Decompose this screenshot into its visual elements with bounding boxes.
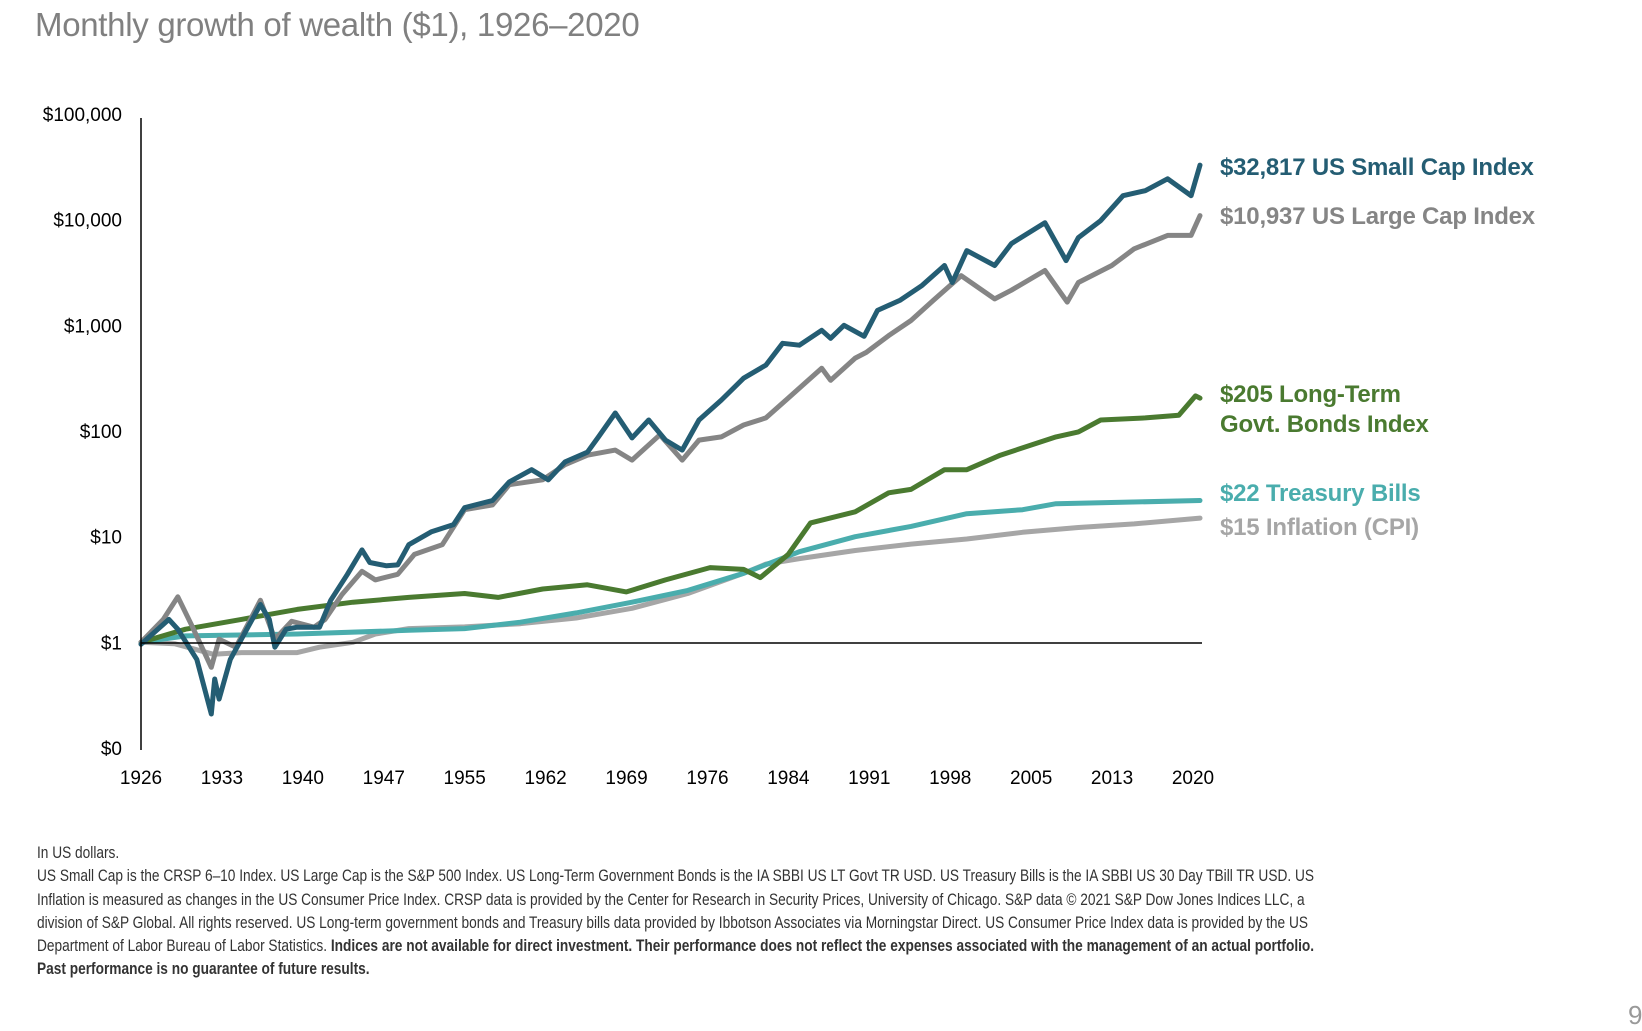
footnote-line: Past performance is no guarantee of futu… [37, 958, 1314, 981]
footnote-disclaimer: Indices are not available for direct inv… [330, 937, 1315, 956]
x-tick-label: 1933 [201, 768, 243, 789]
x-tick-label: 1969 [605, 768, 647, 789]
page-number: 9 [1628, 1000, 1642, 1030]
series-line-inflation-cpi [138, 515, 1203, 657]
series-line-us-large-cap-index [138, 213, 1203, 670]
y-tick-label: $100 [80, 422, 122, 443]
series-line-us-small-cap-index [138, 162, 1203, 717]
x-tick-label: 1991 [848, 768, 890, 789]
y-tick-label: $0 [101, 739, 122, 760]
footnote-line: In US dollars. [37, 842, 1314, 865]
footnote-text: Inflation is measured as changes in the … [37, 890, 1305, 909]
series-layer [138, 162, 1203, 717]
x-tick-label: 1940 [282, 768, 324, 789]
footnote-line: division of S&P Global. All rights reser… [37, 912, 1314, 935]
x-tick-label: 1926 [120, 768, 162, 789]
x-tick-label: 1947 [363, 768, 405, 789]
x-tick-label: 1962 [524, 768, 566, 789]
y-axis-ticks: $0 $1 $10 $100 $1,000 $10,000 $100,000 [43, 105, 122, 760]
footnote-text: Department of Labor Bureau of Labor Stat… [37, 937, 331, 956]
label-small-cap: $32,817 US Small Cap Index [1220, 154, 1534, 181]
footnote-text: US Small Cap is the CRSP 6–10 Index. US … [37, 867, 1314, 886]
y-tick-label: $10 [90, 528, 122, 549]
y-tick-label: $1 [101, 633, 122, 654]
growth-chart: $0 $1 $10 $100 $1,000 $10,000 $100,000 1926 193… [43, 105, 1214, 789]
label-bonds-line1: $205 Long-Term [1220, 381, 1401, 408]
x-tick-label: 1984 [767, 768, 810, 789]
footnote-disclaimer: Past performance is no guarantee of futu… [37, 960, 370, 979]
y-tick-label: $1,000 [64, 316, 122, 337]
page-title: Monthly growth of wealth ($1), 1926–2020 [35, 6, 640, 43]
series-line-long-term-govt-bonds-index [138, 393, 1203, 645]
x-tick-label: 2005 [1010, 768, 1052, 789]
footnote: In US dollars. US Small Cap is the CRSP 6… [37, 842, 1576, 982]
x-tick-label: 2020 [1172, 768, 1214, 789]
label-inflation: $15 Inflation (CPI) [1220, 514, 1419, 541]
label-treasury-bills: $22 Treasury Bills [1220, 480, 1421, 507]
footnote-text: division of S&P Global. All rights reser… [37, 913, 1308, 932]
footnote-line: Department of Labor Bureau of Labor Stat… [37, 935, 1314, 958]
y-tick-label: $100,000 [43, 105, 122, 126]
label-large-cap: $10,937 US Large Cap Index [1220, 203, 1535, 230]
label-bonds-line2: Govt. Bonds Index [1220, 411, 1429, 438]
x-tick-label: 1955 [444, 768, 486, 789]
x-tick-label: 2013 [1091, 768, 1133, 789]
y-tick-label: $10,000 [53, 211, 122, 232]
footnote-text: In US dollars. [37, 844, 120, 862]
footnote-line: Inflation is measured as changes in the … [37, 889, 1314, 912]
x-tick-label: 1998 [929, 768, 971, 789]
x-tick-label: 1976 [686, 768, 728, 789]
footnote-line: US Small Cap is the CRSP 6–10 Index. US … [37, 865, 1314, 888]
x-axis-ticks: 1926 1933 1940 1947 1955 1962 1969 1976 1984 1991… [120, 768, 1214, 789]
series-line-treasury-bills [138, 498, 1203, 645]
